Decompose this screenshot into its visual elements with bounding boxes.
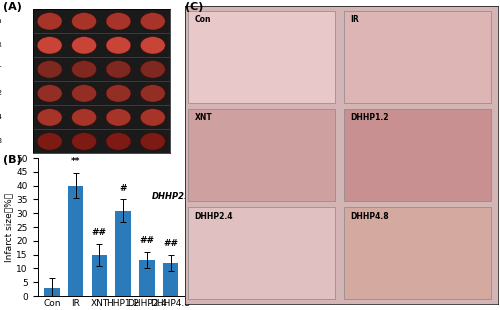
Ellipse shape (140, 133, 165, 150)
Text: (C): (C) (185, 2, 204, 11)
Text: (B): (B) (2, 155, 21, 165)
Ellipse shape (140, 109, 165, 126)
Text: ##: ## (163, 239, 178, 248)
Ellipse shape (140, 37, 165, 54)
Ellipse shape (38, 37, 62, 54)
Bar (116, 210, 131, 296)
Text: #: # (120, 184, 127, 193)
Text: DHHP1.2: DHHP1.2 (350, 113, 389, 122)
Ellipse shape (72, 133, 96, 150)
Text: XNT: XNT (0, 66, 2, 72)
Ellipse shape (106, 13, 131, 30)
Ellipse shape (106, 37, 131, 54)
Text: DHHP2.4: DHHP2.4 (152, 192, 194, 201)
Ellipse shape (140, 61, 165, 78)
Text: DHHP2.4: DHHP2.4 (0, 114, 2, 120)
Text: DHHP4.8: DHHP4.8 (0, 139, 2, 144)
Ellipse shape (106, 61, 131, 78)
Ellipse shape (38, 85, 62, 102)
Bar (68, 186, 84, 296)
Ellipse shape (38, 61, 62, 78)
Ellipse shape (106, 85, 131, 102)
Ellipse shape (106, 133, 131, 150)
Text: DHHP2.4: DHHP2.4 (194, 211, 233, 220)
Ellipse shape (72, 37, 96, 54)
Ellipse shape (38, 109, 62, 126)
Text: ##: ## (140, 236, 154, 245)
Bar (163, 263, 178, 296)
Bar (344, 109, 491, 201)
Bar (344, 11, 491, 103)
Bar (188, 207, 335, 299)
Text: Con: Con (0, 18, 2, 24)
Bar (344, 207, 491, 299)
Text: (A): (A) (2, 2, 22, 11)
Ellipse shape (72, 13, 96, 30)
Bar (92, 255, 107, 296)
Ellipse shape (38, 133, 62, 150)
Text: Con: Con (194, 15, 211, 24)
Text: IR: IR (0, 42, 2, 48)
Ellipse shape (72, 85, 96, 102)
Text: **: ** (71, 157, 81, 166)
Text: ##: ## (92, 228, 107, 237)
Ellipse shape (140, 85, 165, 102)
Ellipse shape (72, 109, 96, 126)
Text: DHHP4.8: DHHP4.8 (350, 211, 389, 220)
Text: IR: IR (350, 15, 360, 24)
Ellipse shape (106, 109, 131, 126)
Bar (44, 288, 60, 296)
Ellipse shape (38, 13, 62, 30)
Bar (139, 260, 154, 296)
Text: XNT: XNT (194, 113, 212, 122)
Y-axis label: Infarct size（%）: Infarct size（%） (4, 193, 14, 262)
Ellipse shape (72, 61, 96, 78)
Ellipse shape (140, 13, 165, 30)
Bar (188, 11, 335, 103)
Bar (188, 109, 335, 201)
Text: DHHP1.2: DHHP1.2 (0, 91, 2, 96)
